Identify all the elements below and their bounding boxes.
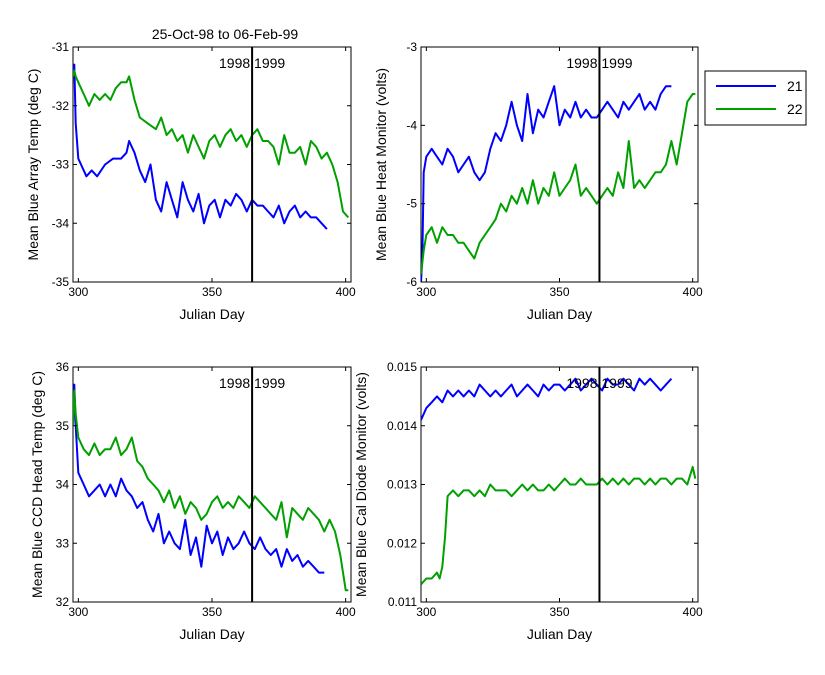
x-tick-label: 300 xyxy=(68,605,88,619)
x-tick-label: 400 xyxy=(683,285,703,299)
y-tick-label: 32 xyxy=(56,595,70,609)
x-tick-label: 300 xyxy=(68,285,88,299)
legend-box xyxy=(704,70,807,126)
y-tick-label: -31 xyxy=(52,40,70,54)
plot-area-frame xyxy=(72,46,352,283)
y-tick-label: 0.011 xyxy=(388,595,417,609)
x-axis-label: Julian Day xyxy=(527,626,592,642)
y-tick-label: 33 xyxy=(56,536,70,550)
y-tick-label: 0.015 xyxy=(387,360,417,374)
y-tick-label: 36 xyxy=(56,360,70,374)
x-tick-label: 400 xyxy=(336,285,356,299)
figure-title: 25-Oct-98 to 06-Feb-99 xyxy=(152,26,299,42)
series-line-21 xyxy=(73,63,328,230)
y-tick-label: -33 xyxy=(52,158,70,172)
subplot-3: 1998 1999 300 350 400 32 33 34 35 36 Julian Day Me… xyxy=(29,360,356,642)
x-axis-label: Julian Day xyxy=(179,626,244,642)
subplot-2: 1998 1999 300 350 400 -6 -5 -4 -3 Julian Day Mean… xyxy=(373,40,703,322)
y-axis-label: Mean Blue Cal Diode Monitor (volts) xyxy=(353,372,369,597)
series-line-21 xyxy=(421,85,672,282)
y-tick-label: -4 xyxy=(406,118,417,132)
series-line-22 xyxy=(73,69,350,219)
year-boundary-label: 1998 1999 xyxy=(219,375,285,391)
x-tick-label: 350 xyxy=(549,605,569,619)
series-line-22 xyxy=(421,93,696,275)
y-tick-label: -5 xyxy=(406,197,417,211)
y-tick-label: 35 xyxy=(56,419,70,433)
y-axis-label: Mean Blue Array Temp (deg C) xyxy=(25,69,41,261)
legend: 21 22 xyxy=(704,70,807,126)
plot-area-frame xyxy=(420,46,699,283)
series-line-22 xyxy=(73,389,349,592)
x-axis-label: Julian Day xyxy=(527,306,592,322)
series-line-21 xyxy=(421,377,673,421)
y-tick-label: -32 xyxy=(52,99,70,113)
x-tick-label: 300 xyxy=(416,605,436,619)
y-axis-label: Mean Blue Heat Monitor (volts) xyxy=(373,68,389,261)
x-tick-label: 300 xyxy=(416,285,436,299)
series-line-22 xyxy=(421,465,697,586)
x-axis-label: Julian Day xyxy=(179,306,244,322)
legend-label-21: 21 xyxy=(787,78,803,94)
x-tick-label: 350 xyxy=(202,285,222,299)
y-tick-label: -35 xyxy=(52,275,70,289)
x-tick-label: 400 xyxy=(336,605,356,619)
plots-group: 1998 1999 300 350 400 -35 -34 -33 -32 -31 Julian … xyxy=(25,40,703,642)
y-tick-label: -6 xyxy=(406,275,417,289)
legend-label-22: 22 xyxy=(787,101,803,117)
subplot-1: 1998 1999 300 350 400 -35 -34 -33 -32 -31 Julian … xyxy=(25,40,356,322)
y-tick-label: 0.013 xyxy=(387,478,417,492)
x-tick-label: 350 xyxy=(202,605,222,619)
y-tick-label: -34 xyxy=(52,216,70,230)
x-tick-label: 400 xyxy=(683,605,703,619)
y-tick-label: 0.014 xyxy=(387,419,417,433)
y-tick-label: -3 xyxy=(406,40,417,54)
y-axis-label: Mean Blue CCD Head Temp (deg C) xyxy=(29,371,45,598)
y-tick-label: 0.012 xyxy=(387,536,417,550)
year-boundary-label: 1998 1999 xyxy=(566,55,632,71)
plot-area-frame xyxy=(72,366,352,603)
series-line-21 xyxy=(73,383,325,574)
year-boundary-label: 1998 1999 xyxy=(566,375,632,391)
x-tick-label: 350 xyxy=(549,285,569,299)
subplot-4: 1998 1999 300 350 400 0.011 0.012 0.013 0.014 0.… xyxy=(353,360,703,642)
y-tick-label: 34 xyxy=(56,478,70,492)
year-boundary-label: 1998 1999 xyxy=(219,55,285,71)
